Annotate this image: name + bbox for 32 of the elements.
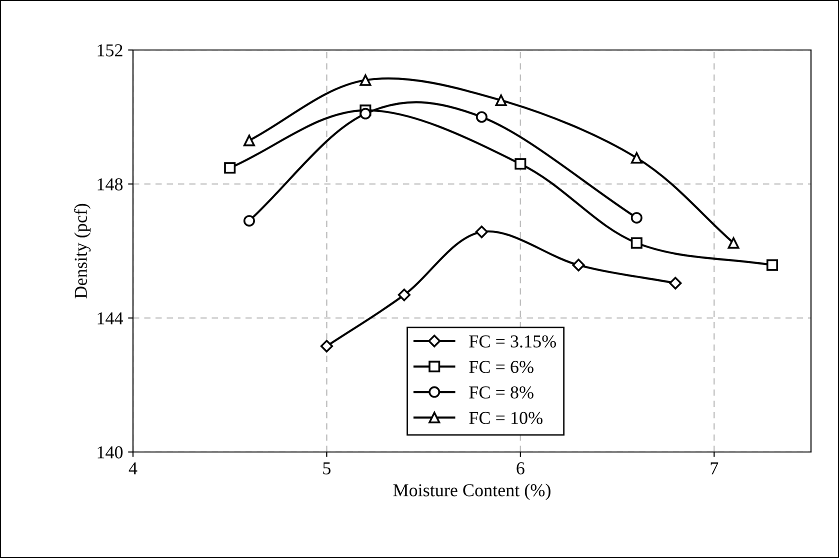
point [476, 111, 488, 123]
x-tick-label: 4 [128, 462, 138, 474]
point [360, 108, 372, 120]
point [630, 212, 642, 224]
point [630, 152, 642, 164]
point [669, 276, 682, 290]
y-tick-label: 148 [98, 178, 123, 190]
point [243, 134, 255, 146]
legend-label: FC = 10% [469, 412, 542, 424]
legend-label: FC = 3.15% [469, 335, 556, 348]
legend-label: FC = 6% [469, 360, 534, 374]
point [630, 237, 642, 249]
y-axis-title: Density (pcf) [74, 204, 91, 298]
point [360, 74, 372, 86]
point [320, 340, 334, 352]
point [766, 259, 778, 271]
point [514, 158, 526, 170]
x-tick-label: 7 [710, 462, 718, 474]
point [728, 237, 740, 249]
y-tick-label: 140 [98, 446, 123, 458]
point [572, 258, 585, 272]
y-tick-label: 152 [98, 44, 122, 56]
legend-label: FC = 8% [469, 386, 534, 399]
y-tick-label: 144 [98, 312, 123, 324]
point [224, 162, 236, 174]
x-axis-title: Moisture Content (%) [393, 484, 550, 500]
point [475, 226, 488, 238]
point [243, 215, 255, 227]
point [495, 94, 507, 106]
x-tick-label: 5 [323, 462, 331, 474]
point [398, 288, 411, 302]
x-tick-label: 6 [516, 462, 524, 474]
